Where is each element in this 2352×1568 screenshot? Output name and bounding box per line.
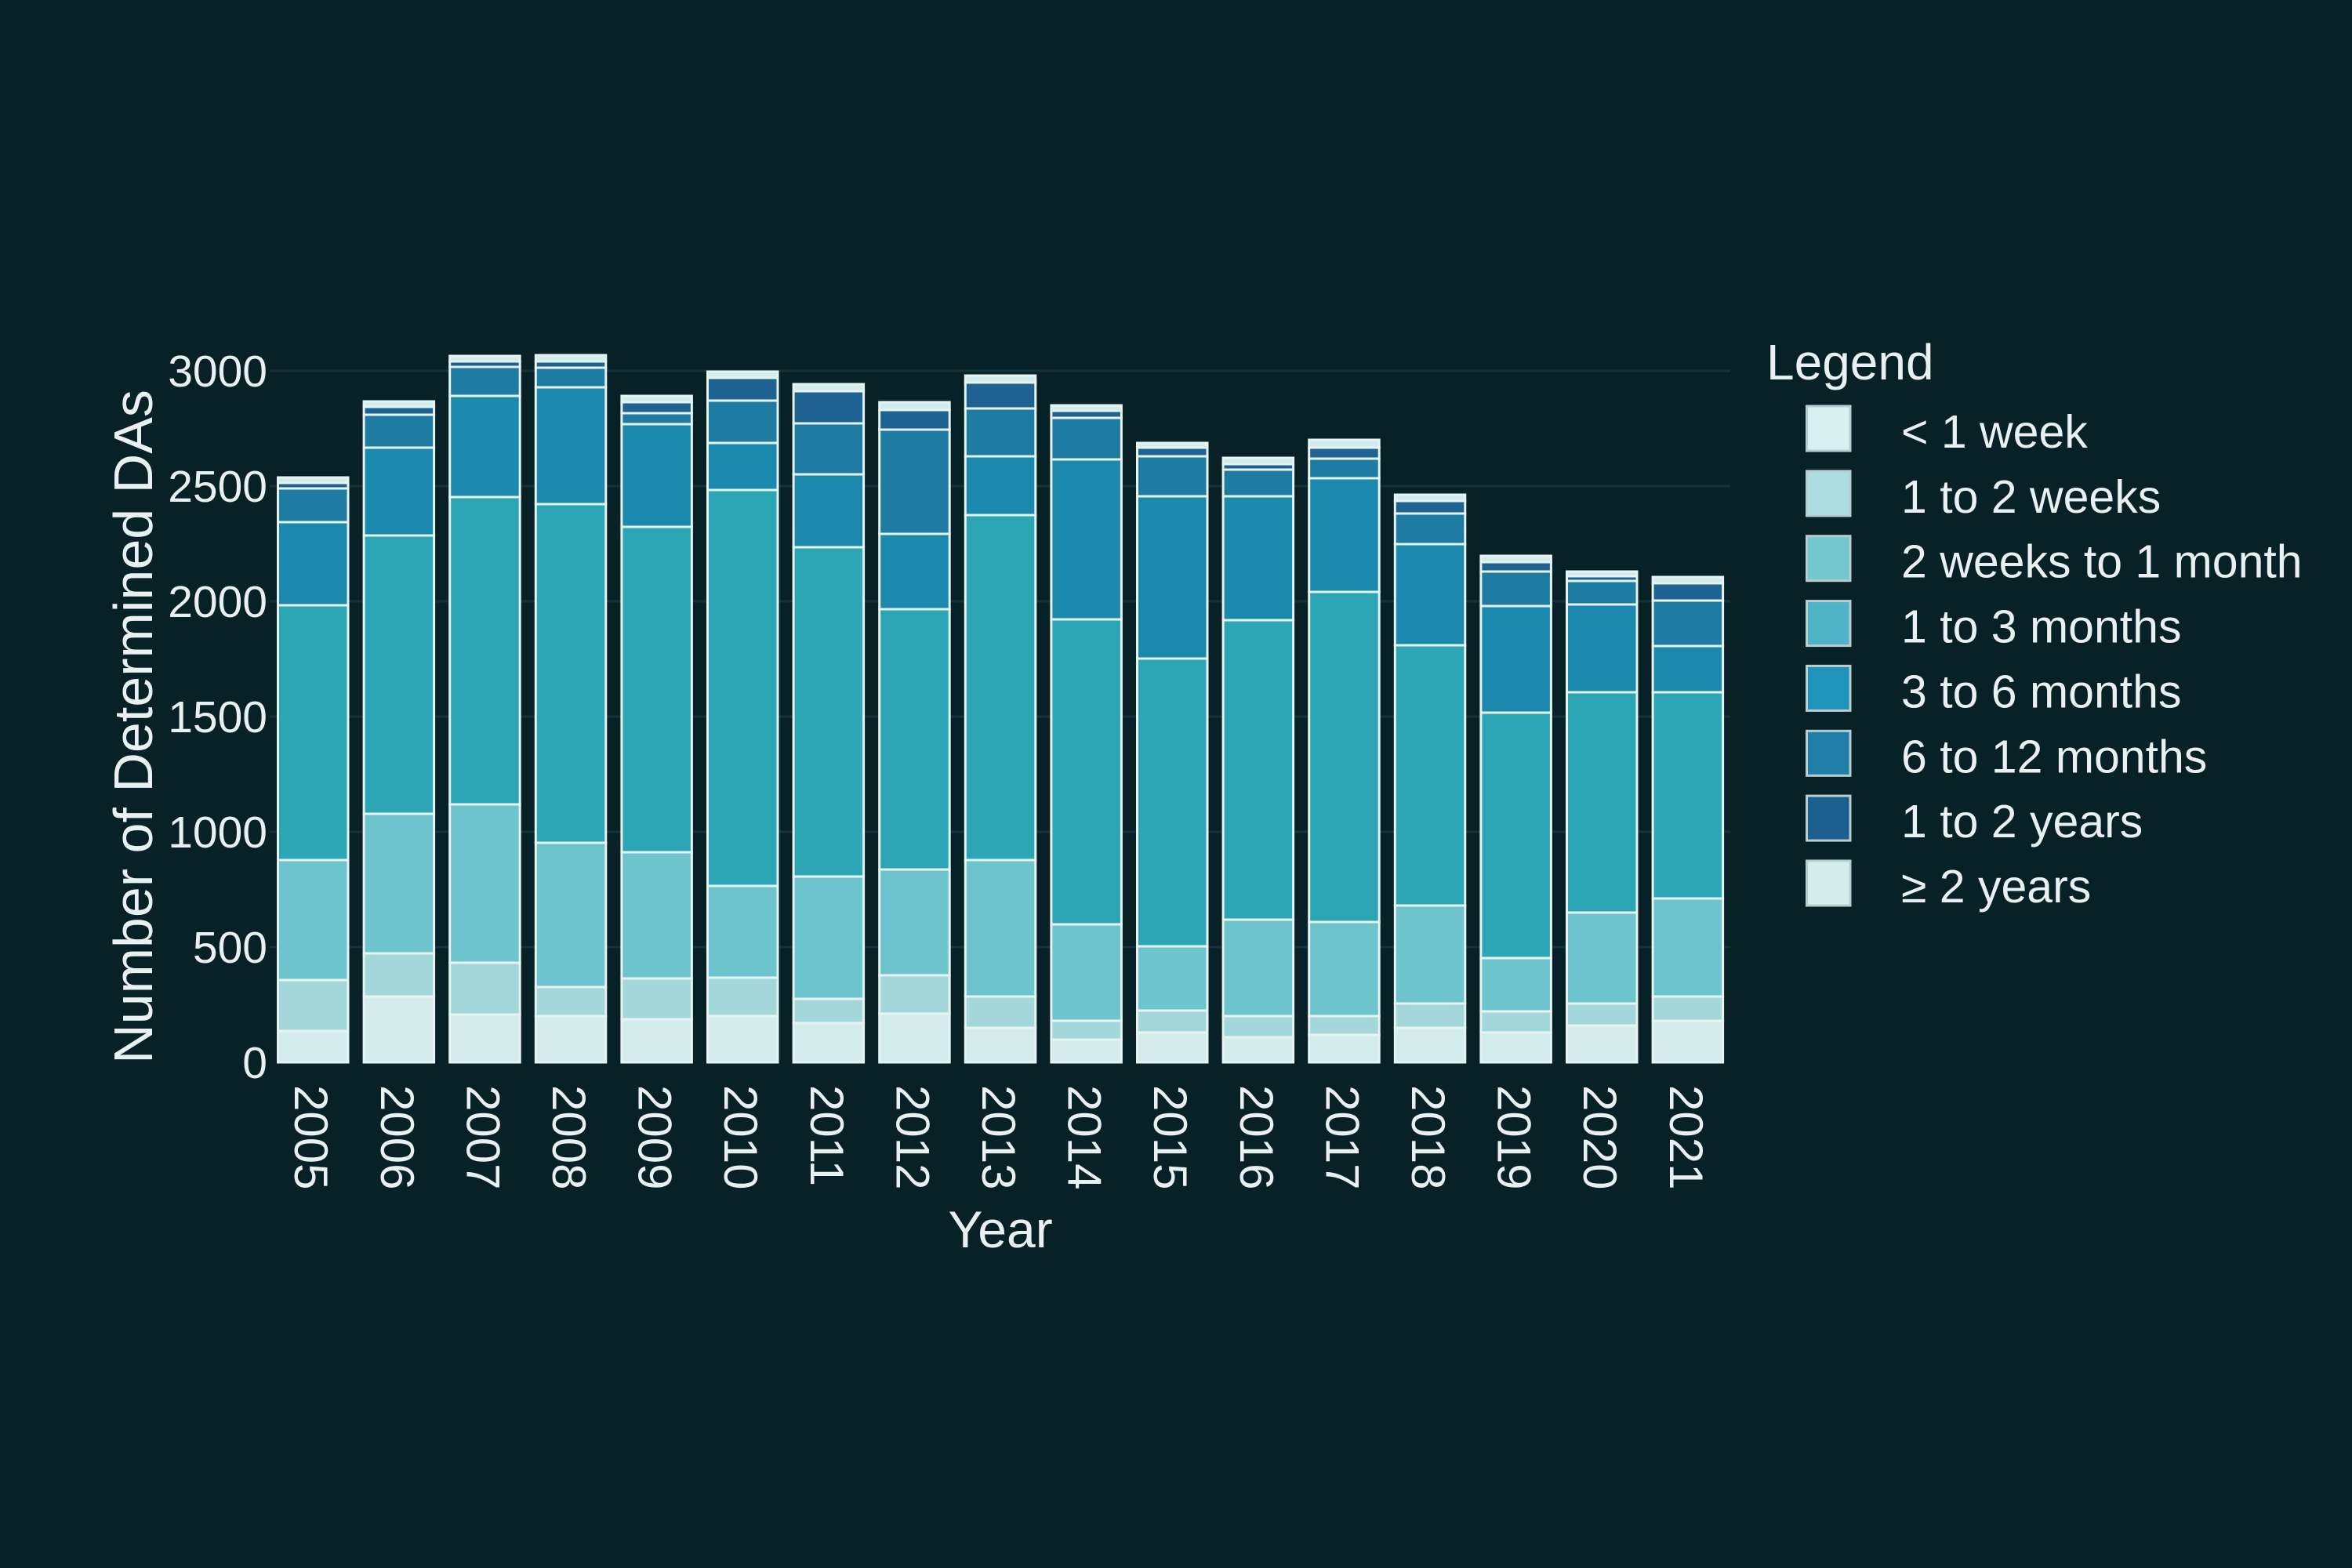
svg-text:1 to 2 weeks: 1 to 2 weeks bbox=[1901, 471, 2161, 523]
svg-text:2012: 2012 bbox=[886, 1085, 938, 1189]
svg-text:0: 0 bbox=[242, 1038, 267, 1088]
svg-text:2008: 2008 bbox=[543, 1085, 595, 1189]
svg-text:1 to 2 years: 1 to 2 years bbox=[1901, 796, 2143, 848]
svg-text:2015: 2015 bbox=[1144, 1085, 1196, 1189]
svg-text:2 weeks to 1 month: 2 weeks to 1 month bbox=[1901, 536, 2303, 588]
svg-text:2017: 2017 bbox=[1316, 1085, 1368, 1189]
svg-text:1000: 1000 bbox=[168, 808, 267, 858]
svg-text:2000: 2000 bbox=[168, 577, 267, 627]
svg-text:2006: 2006 bbox=[371, 1085, 423, 1189]
svg-text:≥ 2 years: ≥ 2 years bbox=[1901, 861, 2091, 913]
svg-text:3 to 6 months: 3 to 6 months bbox=[1901, 666, 2182, 717]
svg-text:Year: Year bbox=[948, 1200, 1052, 1258]
svg-text:2014: 2014 bbox=[1058, 1085, 1111, 1189]
svg-text:6 to 12 months: 6 to 12 months bbox=[1901, 731, 2207, 782]
svg-text:2020: 2020 bbox=[1573, 1085, 1626, 1189]
svg-text:1500: 1500 bbox=[168, 692, 267, 742]
svg-text:< 1 week: < 1 week bbox=[1901, 406, 2088, 458]
svg-text:3000: 3000 bbox=[168, 347, 267, 397]
svg-text:2005: 2005 bbox=[285, 1085, 337, 1189]
svg-text:Legend: Legend bbox=[1766, 334, 1934, 390]
svg-text:2013: 2013 bbox=[972, 1085, 1025, 1189]
svg-text:2018: 2018 bbox=[1402, 1085, 1454, 1189]
svg-text:2011: 2011 bbox=[800, 1085, 853, 1186]
svg-text:1 to 3 months: 1 to 3 months bbox=[1901, 601, 2182, 653]
svg-text:Number of Determined DAs: Number of Determined DAs bbox=[103, 390, 164, 1064]
svg-text:2016: 2016 bbox=[1230, 1085, 1283, 1189]
svg-text:2019: 2019 bbox=[1488, 1085, 1541, 1189]
svg-text:2009: 2009 bbox=[629, 1085, 681, 1189]
svg-text:2500: 2500 bbox=[168, 462, 267, 512]
svg-text:2010: 2010 bbox=[714, 1085, 767, 1189]
svg-text:2021: 2021 bbox=[1660, 1085, 1712, 1189]
svg-text:2007: 2007 bbox=[457, 1085, 510, 1189]
svg-text:500: 500 bbox=[193, 923, 267, 973]
